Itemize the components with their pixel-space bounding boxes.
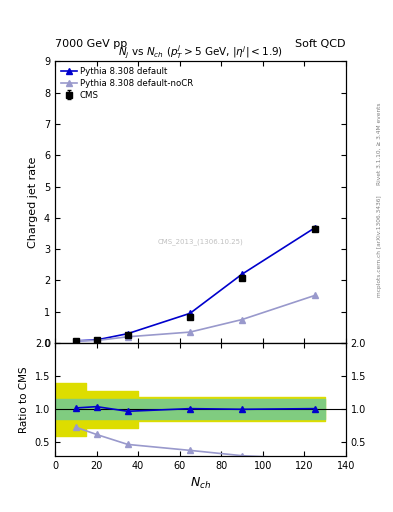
Pythia 8.308 default	[94, 337, 99, 343]
Y-axis label: Ratio to CMS: Ratio to CMS	[19, 366, 29, 433]
X-axis label: $N_{ch}$: $N_{ch}$	[190, 476, 211, 491]
Pythia 8.308 default	[125, 331, 130, 337]
Text: mcplots.cern.ch [arXiv:1306.3436]: mcplots.cern.ch [arXiv:1306.3436]	[377, 195, 382, 296]
Text: 7000 GeV pp: 7000 GeV pp	[55, 38, 127, 49]
Pythia 8.308 default	[73, 338, 78, 344]
Line: Pythia 8.308 default-noCR: Pythia 8.308 default-noCR	[73, 292, 318, 344]
Text: Soft QCD: Soft QCD	[296, 38, 346, 49]
Pythia 8.308 default	[188, 310, 193, 316]
Y-axis label: Charged jet rate: Charged jet rate	[28, 157, 39, 248]
Pythia 8.308 default-noCR	[188, 329, 193, 335]
Line: Pythia 8.308 default: Pythia 8.308 default	[73, 225, 318, 344]
Text: CMS_2013_(1306.10.25): CMS_2013_(1306.10.25)	[158, 238, 243, 245]
Text: Rivet 3.1.10, ≥ 3.4M events: Rivet 3.1.10, ≥ 3.4M events	[377, 102, 382, 185]
Pythia 8.308 default-noCR	[312, 292, 317, 298]
Pythia 8.308 default	[312, 225, 317, 231]
Pythia 8.308 default-noCR	[73, 338, 78, 344]
Legend: Pythia 8.308 default, Pythia 8.308 default-noCR, CMS: Pythia 8.308 default, Pythia 8.308 defau…	[59, 66, 195, 101]
Pythia 8.308 default-noCR	[125, 334, 130, 340]
Pythia 8.308 default-noCR	[240, 316, 244, 323]
Pythia 8.308 default	[240, 271, 244, 278]
Title: $N_j$ vs $N_{ch}$ ($p_T^j>5$ GeV, $|\eta^j|<1.9$): $N_j$ vs $N_{ch}$ ($p_T^j>5$ GeV, $|\eta…	[118, 44, 283, 61]
Pythia 8.308 default-noCR	[94, 337, 99, 344]
